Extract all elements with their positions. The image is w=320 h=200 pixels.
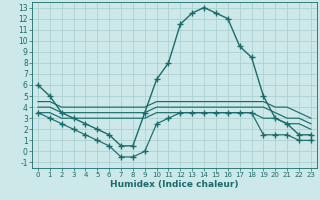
X-axis label: Humidex (Indice chaleur): Humidex (Indice chaleur) — [110, 180, 239, 189]
